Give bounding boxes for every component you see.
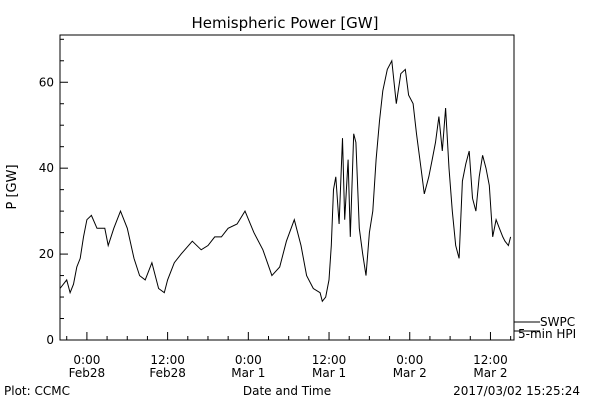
x-tick-label-time: 0:00 xyxy=(235,353,262,367)
x-tick-label-date: Feb28 xyxy=(149,366,186,380)
y-tick-label: 40 xyxy=(39,161,54,175)
x-axis-label: Date and Time xyxy=(243,384,331,398)
series-line-swpc xyxy=(59,59,512,303)
x-tick-label-date: Mar 1 xyxy=(312,366,346,380)
chart-title: Hemispheric Power [GW] xyxy=(192,14,379,32)
x-tick-label-date: Feb28 xyxy=(69,366,106,380)
x-tick-label-date: Mar 2 xyxy=(473,366,507,380)
x-tick-label-date: Mar 2 xyxy=(393,366,427,380)
plot-frame xyxy=(59,34,515,341)
x-tick-label-date: Mar 1 xyxy=(231,366,265,380)
y-axis: 0 20 40 60 xyxy=(39,38,68,347)
y-tick-label: 60 xyxy=(39,75,54,89)
footer-plot-credit: Plot: CCMC xyxy=(4,384,70,398)
x-tick-label-time: 0:00 xyxy=(73,353,100,367)
y-axis-label: P [GW] xyxy=(5,164,20,209)
x-tick-label-time: 0:00 xyxy=(396,353,423,367)
y-tick-label: 20 xyxy=(39,247,54,261)
footer-timestamp: 2017/03/02 15:25:24 xyxy=(453,384,580,398)
y-tick-label: 0 xyxy=(46,333,54,347)
series-group xyxy=(59,59,512,303)
x-tick-label-time: 12:00 xyxy=(150,353,185,367)
legend: SWPC 5-min HPI xyxy=(514,315,576,341)
legend-entry-swpc: SWPC xyxy=(540,315,575,329)
legend-entry-hpi: 5-min HPI xyxy=(518,327,576,341)
x-tick-label-time: 12:00 xyxy=(473,353,508,367)
x-tick-label-time: 12:00 xyxy=(312,353,347,367)
